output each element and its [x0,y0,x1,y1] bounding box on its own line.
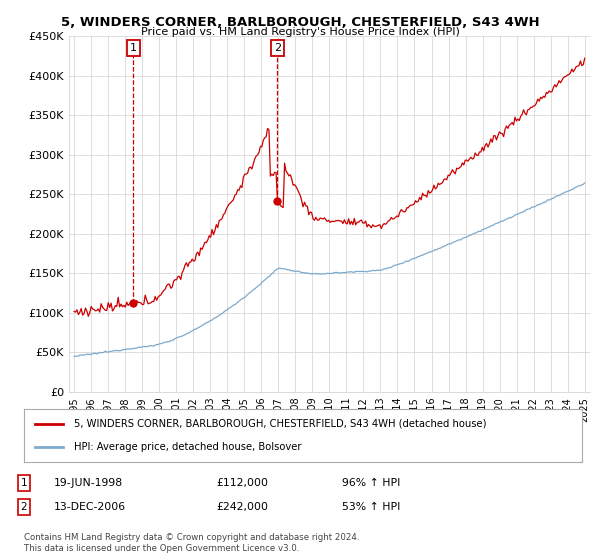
Text: Price paid vs. HM Land Registry's House Price Index (HPI): Price paid vs. HM Land Registry's House … [140,27,460,37]
Text: 19-JUN-1998: 19-JUN-1998 [54,478,123,488]
Text: £112,000: £112,000 [216,478,268,488]
Text: 5, WINDERS CORNER, BARLBOROUGH, CHESTERFIELD, S43 4WH (detached house): 5, WINDERS CORNER, BARLBOROUGH, CHESTERF… [74,419,487,429]
Text: 96% ↑ HPI: 96% ↑ HPI [342,478,400,488]
Text: 53% ↑ HPI: 53% ↑ HPI [342,502,400,512]
Text: Contains HM Land Registry data © Crown copyright and database right 2024.
This d: Contains HM Land Registry data © Crown c… [24,533,359,553]
Text: 1: 1 [130,43,137,53]
Text: £242,000: £242,000 [216,502,268,512]
Text: 2: 2 [274,43,281,53]
Text: 2: 2 [20,502,28,512]
Text: 13-DEC-2006: 13-DEC-2006 [54,502,126,512]
Text: HPI: Average price, detached house, Bolsover: HPI: Average price, detached house, Bols… [74,442,302,452]
Text: 1: 1 [20,478,28,488]
Text: 5, WINDERS CORNER, BARLBOROUGH, CHESTERFIELD, S43 4WH: 5, WINDERS CORNER, BARLBOROUGH, CHESTERF… [61,16,539,29]
